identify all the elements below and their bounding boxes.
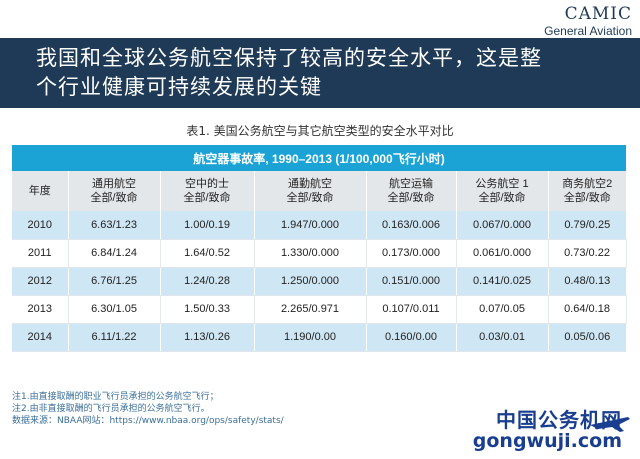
table-cell: 1.13/0.26 [160, 323, 255, 352]
table-cell: 1.64/0.52 [160, 239, 255, 268]
table-cell: 1.330/0.000 [254, 239, 367, 268]
table-row: 2013 6.30/1.05 1.50/0.33 2.265/0.971 0.1… [12, 295, 627, 324]
plane-icon [590, 417, 630, 432]
table-cell: 0.163/0.006 [366, 211, 457, 240]
column-header: 通用航空 全部/致命 [68, 171, 161, 211]
table-row: 2012 6.76/1.25 1.24/0.28 1.250/0.000 0.1… [12, 267, 626, 296]
logo-chinese-text: 中国公务机网 [496, 408, 622, 432]
table-cell: 0.64/0.18 [548, 295, 627, 324]
table-cell: 6.11/1.22 [68, 323, 161, 352]
table-cell: 1.24/0.28 [160, 267, 255, 296]
column-header: 公务航空 1 全部/致命 [456, 171, 549, 211]
brand-mark: CAMIC General Aviation [544, 4, 632, 38]
table-cell: 6.63/1.23 [68, 211, 161, 240]
table-notes: 注1.由直接取酬的职业飞行员承担的公务航空飞行； 注2.由非直接取酬的飞行员承担… [12, 391, 284, 427]
table-cell: 0.141/0.025 [456, 267, 549, 296]
note-2: 注2.由非直接取酬的飞行员承担的公务航空飞行。 [12, 404, 210, 414]
table-caption: 表1. 美国公务航空与其它航空类型的安全水平对比 [186, 124, 454, 138]
banner-title: 我国和全球公务航空保持了较高的安全水平，这是整 个行业健康可持续发展的关键 [36, 44, 616, 102]
table-cell: 0.151/0.000 [366, 267, 457, 296]
table-cell: 0.03/0.01 [456, 323, 549, 352]
table-cell: 1.00/0.19 [160, 211, 255, 240]
table-cell: 0.05/0.06 [548, 323, 626, 352]
column-header: 年度 [12, 171, 69, 211]
logo-domain-text: gongwuji.com [472, 430, 622, 452]
brand-name: CAMIC [564, 4, 632, 24]
site-logo: 中国公务机网 gongwuji.com [472, 408, 630, 452]
table-cell: 2012 [12, 267, 69, 296]
table-cell: 1.250/0.000 [254, 267, 367, 296]
table-cell: 0.173/0.000 [366, 239, 457, 268]
table-cell: 2013 [12, 295, 69, 324]
table-cell: 2.265/0.971 [254, 295, 367, 324]
table-cell: 0.73/0.22 [548, 239, 627, 268]
table-cell: 2014 [12, 323, 69, 352]
column-header: 航空运输 全部/致命 [366, 171, 457, 211]
column-header: 商务航空2 全部/致命 [548, 171, 626, 211]
column-header: 通勤航空 全部/致命 [254, 171, 367, 211]
table-cell: 0.061/0.000 [456, 239, 549, 268]
banner-title-line1: 我国和全球公务航空保持了较高的安全水平，这是整 [36, 46, 542, 70]
column-header: 空中的士 全部/致命 [160, 171, 255, 211]
banner-title-line2: 个行业健康可持续发展的关键 [36, 75, 322, 99]
table-cell: 0.79/0.25 [548, 211, 626, 240]
table-cell: 0.160/0.00 [366, 323, 457, 352]
table-cell: 1.947/0.000 [254, 211, 367, 240]
table-cell: 2010 [12, 211, 69, 240]
table-cell: 1.190/0.00 [254, 323, 367, 352]
table-row: 2010 6.63/1.23 1.00/0.19 1.947/0.000 0.1… [12, 211, 626, 240]
table-column-headers: 年度 通用航空 全部/致命 空中的士 全部/致命 通勤航空 全部/致命 航空运输 全部/… [12, 171, 626, 211]
table-cell: 0.067/0.000 [456, 211, 549, 240]
table-cell: 6.84/1.24 [68, 239, 161, 268]
table-cell: 6.76/1.25 [68, 267, 161, 296]
table-cell: 0.107/0.011 [366, 295, 457, 324]
table-cell: 0.07/0.05 [456, 295, 549, 324]
table-cell: 2011 [12, 239, 69, 268]
table-cell: 0.48/0.13 [548, 267, 626, 296]
safety-table: 航空器事故率, 1990–2013 (1/100,000飞行小时) 年度 通用航… [12, 145, 627, 352]
table-cell: 6.30/1.05 [68, 295, 161, 324]
table-row: 2011 6.84/1.24 1.64/0.52 1.330/0.000 0.1… [12, 239, 627, 268]
table-cell: 1.50/0.33 [160, 295, 255, 324]
table-main-header: 航空器事故率, 1990–2013 (1/100,000飞行小时) [12, 145, 626, 171]
note-1: 注1.由直接取酬的职业飞行员承担的公务航空飞行； [12, 392, 219, 402]
brand-subtitle: General Aviation [544, 24, 632, 38]
data-source: 数据来源：NBAA网站：https://www.nbaa.org/ops/saf… [12, 416, 284, 426]
table-row: 2014 6.11/1.22 1.13/0.26 1.190/0.00 0.16… [12, 323, 626, 352]
title-banner: 我国和全球公务航空保持了较高的安全水平，这是整 个行业健康可持续发展的关键 [0, 38, 640, 108]
